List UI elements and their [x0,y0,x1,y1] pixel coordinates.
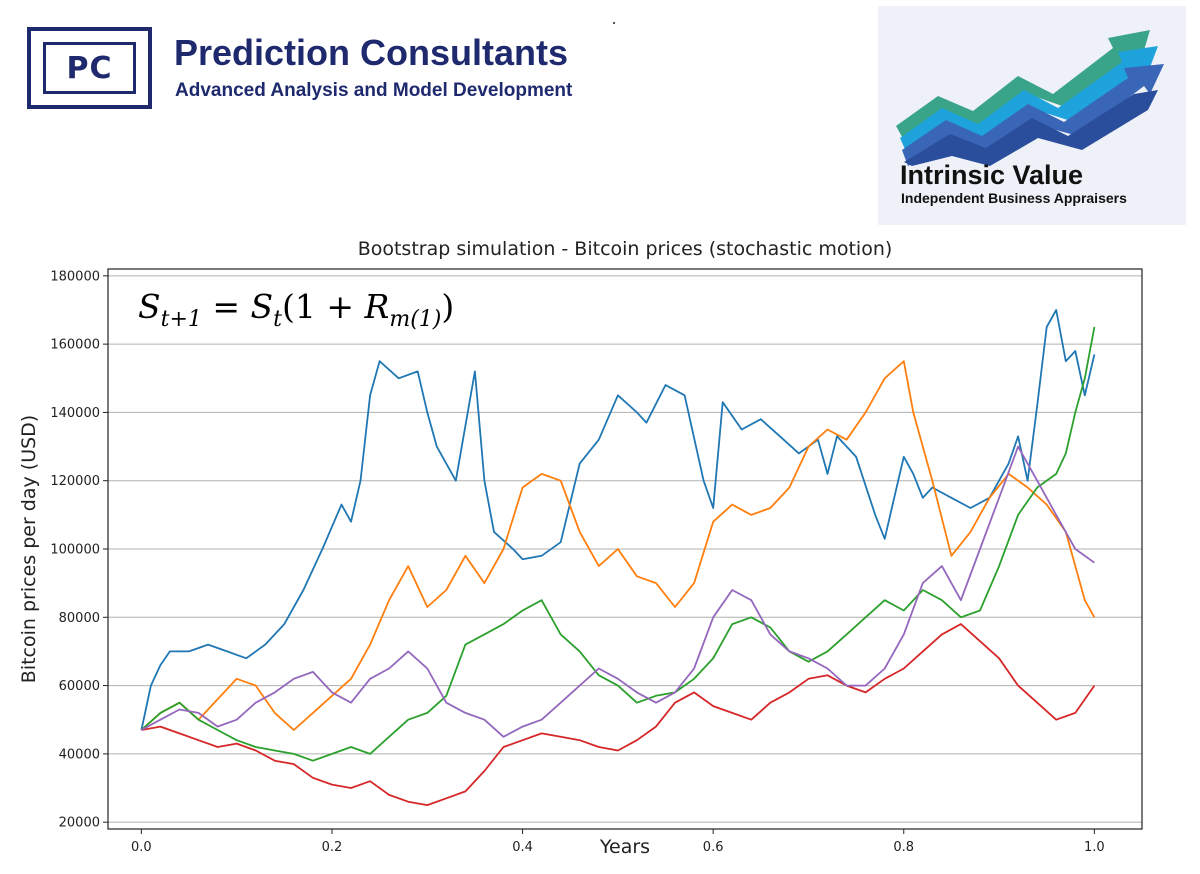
chart-title: Bootstrap simulation - Bitcoin prices (s… [358,238,893,260]
pc-logo-letters: PC [66,50,113,86]
arrow-band-blue [902,64,1164,166]
formula: St+1 = St(1 + Rm(1)) [138,287,454,332]
x-axis-ticks: 0.0 0.2 0.4 0.6 0.8 1.0 [131,829,1105,855]
series-line-1 [140,309,1096,731]
arrow-band-teal [896,30,1150,144]
intrinsic-value-subtitle: Independent Business Appraisers [901,190,1127,206]
arrow-band-navy [904,90,1158,166]
formula-lhs: S [138,287,161,326]
y-tick-label: 140000 [50,406,100,421]
plot-frame [107,268,1143,830]
stray-dot [613,22,615,24]
y-tick-label: 160000 [50,338,100,353]
y-tick-label: 80000 [59,611,100,626]
series-line-3 [140,326,1096,762]
series-line-5 [140,445,1095,738]
x-tick-label: 0.4 [512,840,533,855]
y-tick-label: 60000 [59,679,100,694]
intrinsic-value-title: Intrinsic Value [900,160,1084,190]
formula-r: R [363,287,389,326]
y-tick-label: 120000 [50,474,100,489]
formula-lhs-subscript: t+1 [161,307,202,332]
x-tick-label: 0.6 [703,840,724,855]
y-tick-label: 100000 [50,543,100,558]
formula-rhs-s: S [251,287,274,326]
pc-logo-inner-frame: PC [43,42,136,94]
x-tick-label: 0.0 [131,840,152,855]
formula-equals: = [202,287,251,326]
y-tick-label: 40000 [59,747,100,762]
y-tick-label: 20000 [59,816,100,831]
company-name: Prediction Consultants [174,32,569,73]
formula-r-subscript: m(1) [389,307,441,332]
rising-arrows-icon [896,30,1164,166]
pc-logo: PC [27,27,152,109]
formula-paren-open: (1 + [282,287,365,326]
series-lines [140,309,1096,806]
y-axis-ticks: 20000 40000 60000 80000 100000 120000 140000 16… [50,269,108,831]
intrinsic-value-logo: Intrinsic Value Independent Business App… [878,6,1186,225]
x-tick-label: 1.0 [1084,840,1105,855]
grid-lines [108,275,1142,823]
y-axis-label: Bitcoin prices per day (USD) [18,415,40,683]
formula-rhs-s-subscript: t [273,307,282,332]
x-tick-label: 0.8 [893,840,914,855]
formula-paren-close: ) [441,287,454,326]
x-tick-label: 0.2 [322,840,343,855]
x-axis-label: Years [599,836,650,858]
bitcoin-bootstrap-chart: Bootstrap simulation - Bitcoin prices (s… [18,238,1143,858]
company-tagline: Advanced Analysis and Model Development [175,80,573,101]
y-tick-label: 180000 [50,269,100,284]
series-line-4 [141,623,1096,806]
series-line-2 [140,360,1096,731]
